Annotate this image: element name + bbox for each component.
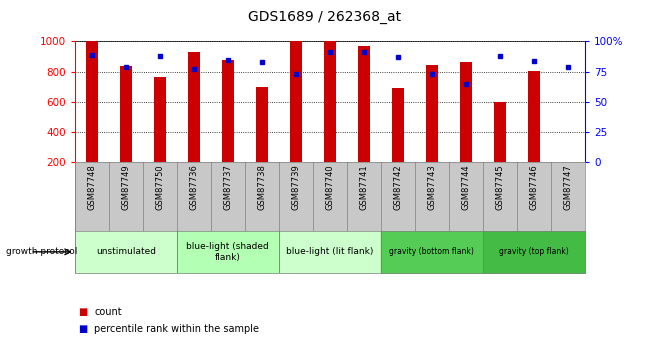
Text: GSM87746: GSM87746	[530, 164, 538, 210]
Text: ■: ■	[78, 325, 87, 334]
Text: GSM87738: GSM87738	[257, 164, 266, 210]
Text: GSM87741: GSM87741	[359, 164, 369, 210]
Text: GSM87743: GSM87743	[428, 164, 436, 210]
Bar	[86, 33, 97, 162]
Text: GSM87749: GSM87749	[122, 164, 130, 210]
Text: GSM87742: GSM87742	[393, 164, 402, 210]
Bar	[426, 65, 438, 162]
Text: GSM87739: GSM87739	[291, 164, 300, 210]
Text: GDS1689 / 262368_at: GDS1689 / 262368_at	[248, 10, 402, 24]
Bar	[528, 71, 540, 162]
Bar	[222, 60, 234, 162]
Text: percentile rank within the sample: percentile rank within the sample	[94, 325, 259, 334]
Text: ■: ■	[78, 307, 87, 317]
Text: gravity (bottom flank): gravity (bottom flank)	[389, 247, 474, 256]
Text: GSM87736: GSM87736	[189, 164, 198, 210]
Text: GSM87740: GSM87740	[326, 164, 334, 210]
Text: GSM87745: GSM87745	[495, 164, 504, 210]
Text: GSM87748: GSM87748	[87, 164, 96, 210]
Text: unstimulated: unstimulated	[96, 247, 156, 256]
Bar	[324, 11, 336, 162]
Text: GSM87750: GSM87750	[155, 164, 164, 210]
Bar	[188, 52, 200, 162]
Bar	[256, 87, 268, 162]
Text: GSM87744: GSM87744	[462, 164, 471, 210]
Bar	[460, 62, 472, 162]
Text: blue-light (shaded
flank): blue-light (shaded flank)	[187, 242, 269, 262]
Bar	[494, 102, 506, 162]
Bar	[392, 88, 404, 162]
Text: GSM87737: GSM87737	[224, 164, 232, 210]
Text: blue-light (lit flank): blue-light (lit flank)	[286, 247, 374, 256]
Bar	[154, 77, 166, 162]
Text: GSM87747: GSM87747	[564, 164, 573, 210]
Text: count: count	[94, 307, 122, 317]
Text: gravity (top flank): gravity (top flank)	[499, 247, 569, 256]
Text: growth protocol: growth protocol	[6, 247, 78, 256]
Bar	[290, 17, 302, 162]
Bar	[120, 66, 132, 162]
Bar	[358, 46, 370, 162]
